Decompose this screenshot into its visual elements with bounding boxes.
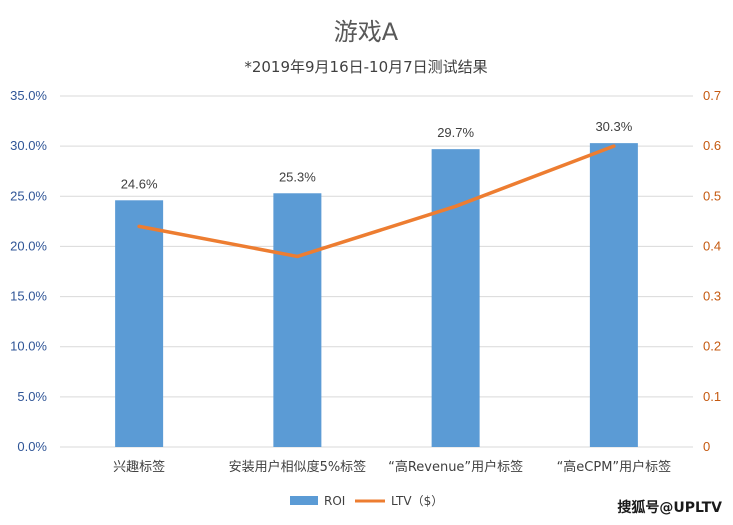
legend: ROI LTV（$） xyxy=(290,494,443,508)
y-right-tick-label: 0.1 xyxy=(703,389,721,404)
x-category-label: 兴趣标签 xyxy=(113,459,165,475)
left-axis: 0.0% 5.0% 10.0% 15.0% 20.0% 25.0% 30.0% 35.0% xyxy=(10,88,47,454)
y-left-tick-label: 15.0% xyxy=(10,289,47,304)
roi-bar xyxy=(431,149,480,447)
y-left-tick-label: 35.0% xyxy=(10,88,47,103)
roi-data-label: 29.7% xyxy=(437,125,474,140)
y-right-tick-label: 0 xyxy=(703,439,710,454)
gridlines xyxy=(60,95,693,448)
x-category-label: 安装用户相似度5%标签 xyxy=(229,459,367,475)
y-right-tick-label: 0.5 xyxy=(703,188,721,203)
y-left-tick-label: 30.0% xyxy=(10,138,47,153)
y-left-tick-label: 0.0% xyxy=(17,439,47,454)
y-right-tick-label: 0.7 xyxy=(703,88,721,103)
roi-data-label: 24.6% xyxy=(121,176,158,191)
y-left-tick-label: 10.0% xyxy=(10,339,47,354)
legend-roi-swatch xyxy=(290,496,318,505)
legend-roi-label: ROI xyxy=(324,494,345,508)
chart-subtitle: *2019年9月16日-10月7日测试结果 xyxy=(244,58,487,76)
data-labels: 24.6% 25.3% 29.7% 30.3% xyxy=(121,119,633,191)
y-right-tick-label: 0.3 xyxy=(703,289,721,304)
ltv-line-series xyxy=(137,144,616,259)
chart-title: 游戏A xyxy=(334,18,399,46)
roi-data-label: 30.3% xyxy=(595,119,632,134)
right-axis: 0 0.1 0.2 0.3 0.4 0.5 0.6 0.7 xyxy=(703,88,721,454)
roi-bar xyxy=(589,143,638,448)
y-right-tick-label: 0.2 xyxy=(703,339,721,354)
y-left-tick-label: 5.0% xyxy=(17,389,47,404)
watermark-text: 搜狐号@UPLTV xyxy=(617,499,722,516)
roi-bars xyxy=(115,143,638,448)
y-right-tick-label: 0.4 xyxy=(703,238,721,253)
roi-bar xyxy=(115,200,164,447)
roi-bar xyxy=(273,193,322,447)
roi-data-label: 25.3% xyxy=(279,169,316,184)
y-right-tick-label: 0.6 xyxy=(703,138,721,153)
category-axis: 兴趣标签 安装用户相似度5%标签 “高Revenue”用户标签 “高eCPM”用户标签 xyxy=(113,459,671,475)
legend-ltv-label: LTV（$） xyxy=(391,494,443,508)
y-left-tick-label: 20.0% xyxy=(10,238,47,253)
y-left-tick-label: 25.0% xyxy=(10,188,47,203)
x-category-label: “高Revenue”用户标签 xyxy=(388,459,523,475)
ltv-line xyxy=(137,144,616,259)
x-category-label: “高eCPM”用户标签 xyxy=(557,459,672,475)
